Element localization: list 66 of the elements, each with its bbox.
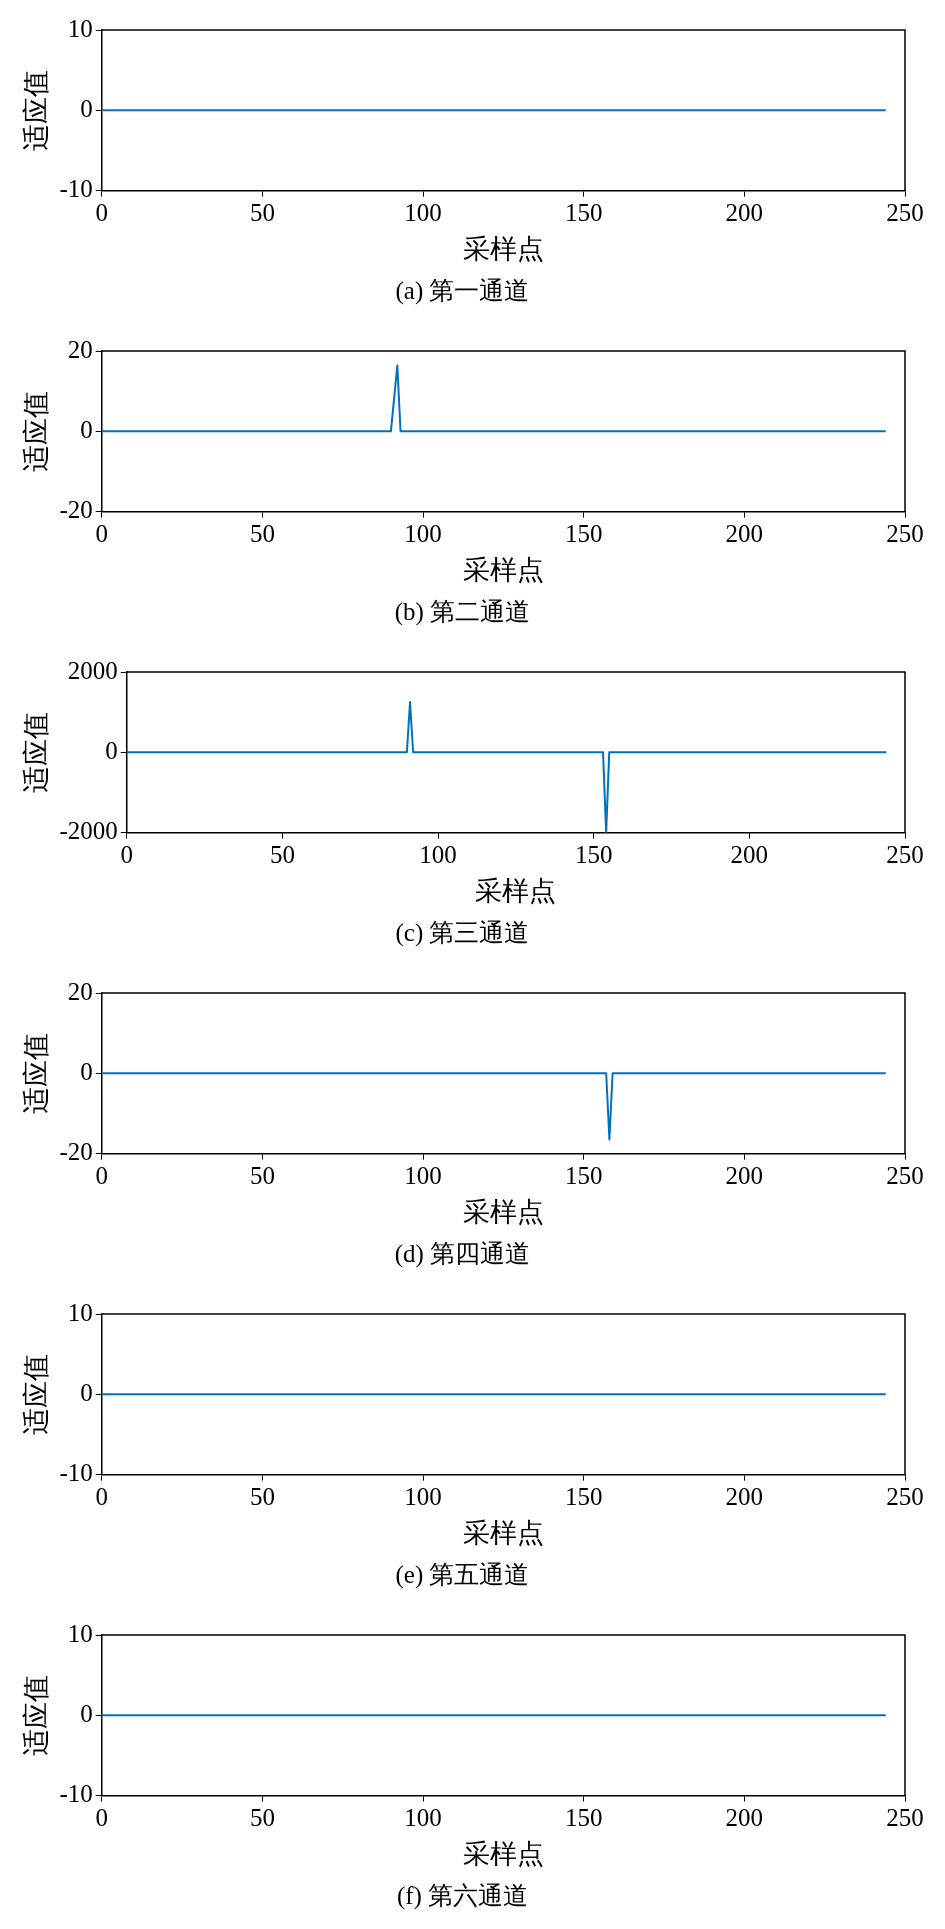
- x-tick-label: 100: [404, 1162, 442, 1190]
- y-tick-label: -10: [59, 1780, 93, 1808]
- y-tick-label: -10: [59, 1459, 93, 1487]
- x-tick-label: 50: [269, 841, 295, 869]
- x-tick-label: 250: [886, 1162, 924, 1190]
- x-tick-label: 100: [419, 841, 457, 869]
- x-tick-label: 150: [564, 1162, 603, 1190]
- x-tick-label: 100: [404, 520, 442, 548]
- y-axis-title: 适应值: [21, 69, 52, 151]
- x-tick-label: 150: [564, 520, 603, 548]
- y-axis-title: 适应值: [21, 711, 52, 793]
- x-tick-label: 200: [730, 841, 769, 869]
- y-tick-label: 2000: [67, 656, 118, 684]
- y-tick-label: 0: [80, 1699, 93, 1727]
- y-tick-label: 10: [67, 14, 93, 42]
- x-tick-label: 200: [725, 1804, 764, 1832]
- y-axis-title: 适应值: [21, 390, 52, 472]
- x-tick-label: 150: [564, 199, 603, 227]
- x-tick-label: 50: [249, 1162, 275, 1190]
- x-tick-label: 50: [249, 199, 275, 227]
- x-tick-label: 100: [404, 1804, 442, 1832]
- x-axis-title: 采样点: [462, 1838, 544, 1869]
- x-tick-label: 50: [249, 520, 275, 548]
- x-axis-title: 采样点: [475, 875, 557, 906]
- text: (d) 第四通道: [394, 1239, 531, 1268]
- x-tick-label: 50: [249, 1483, 275, 1511]
- x-tick-label: 250: [886, 1483, 924, 1511]
- x-tick-label: 100: [404, 199, 442, 227]
- y-tick-label: -10: [59, 175, 93, 203]
- y-tick-label: -20: [59, 1138, 93, 1166]
- y-axis-title: 适应值: [21, 1353, 52, 1435]
- y-axis-title: 适应值: [21, 1032, 52, 1114]
- x-tick-label: 250: [886, 841, 924, 869]
- text: (c) 第三通道: [395, 918, 530, 947]
- y-tick-label: 0: [80, 94, 93, 122]
- x-tick-label: 200: [725, 199, 764, 227]
- text: (f) 第六通道: [396, 1881, 529, 1910]
- x-tick-label: 150: [564, 1483, 603, 1511]
- x-tick-label: 200: [725, 1483, 764, 1511]
- y-tick-label: 10: [67, 1619, 93, 1647]
- y-tick-label: 20: [67, 335, 93, 363]
- x-axis-title: 采样点: [462, 554, 544, 585]
- x-tick-label: 200: [725, 520, 764, 548]
- x-tick-label: 250: [886, 520, 924, 548]
- text: (b) 第二通道: [394, 597, 531, 626]
- y-tick-label: 20: [67, 977, 93, 1005]
- text: (a) 第一通道: [395, 276, 530, 305]
- y-tick-label: 10: [67, 1298, 93, 1326]
- x-axis-title: 采样点: [462, 1517, 544, 1548]
- y-tick-label: 0: [80, 415, 93, 443]
- x-tick-label: 250: [886, 199, 924, 227]
- x-tick-label: 100: [404, 1483, 442, 1511]
- x-tick-label: 200: [725, 1162, 764, 1190]
- y-tick-label: -2000: [59, 817, 118, 845]
- x-axis-title: 采样点: [462, 1196, 544, 1227]
- x-tick-label: 150: [574, 841, 613, 869]
- y-tick-label: 0: [80, 1057, 93, 1085]
- x-tick-label: 150: [564, 1804, 603, 1832]
- x-tick-label: 50: [249, 1804, 275, 1832]
- y-tick-label: -20: [59, 496, 93, 524]
- text: (e) 第五通道: [395, 1560, 530, 1589]
- y-axis-title: 适应值: [21, 1674, 52, 1756]
- x-axis-title: 采样点: [462, 233, 544, 264]
- y-tick-label: 0: [105, 736, 118, 764]
- y-tick-label: 0: [80, 1378, 93, 1406]
- x-tick-label: 250: [886, 1804, 924, 1832]
